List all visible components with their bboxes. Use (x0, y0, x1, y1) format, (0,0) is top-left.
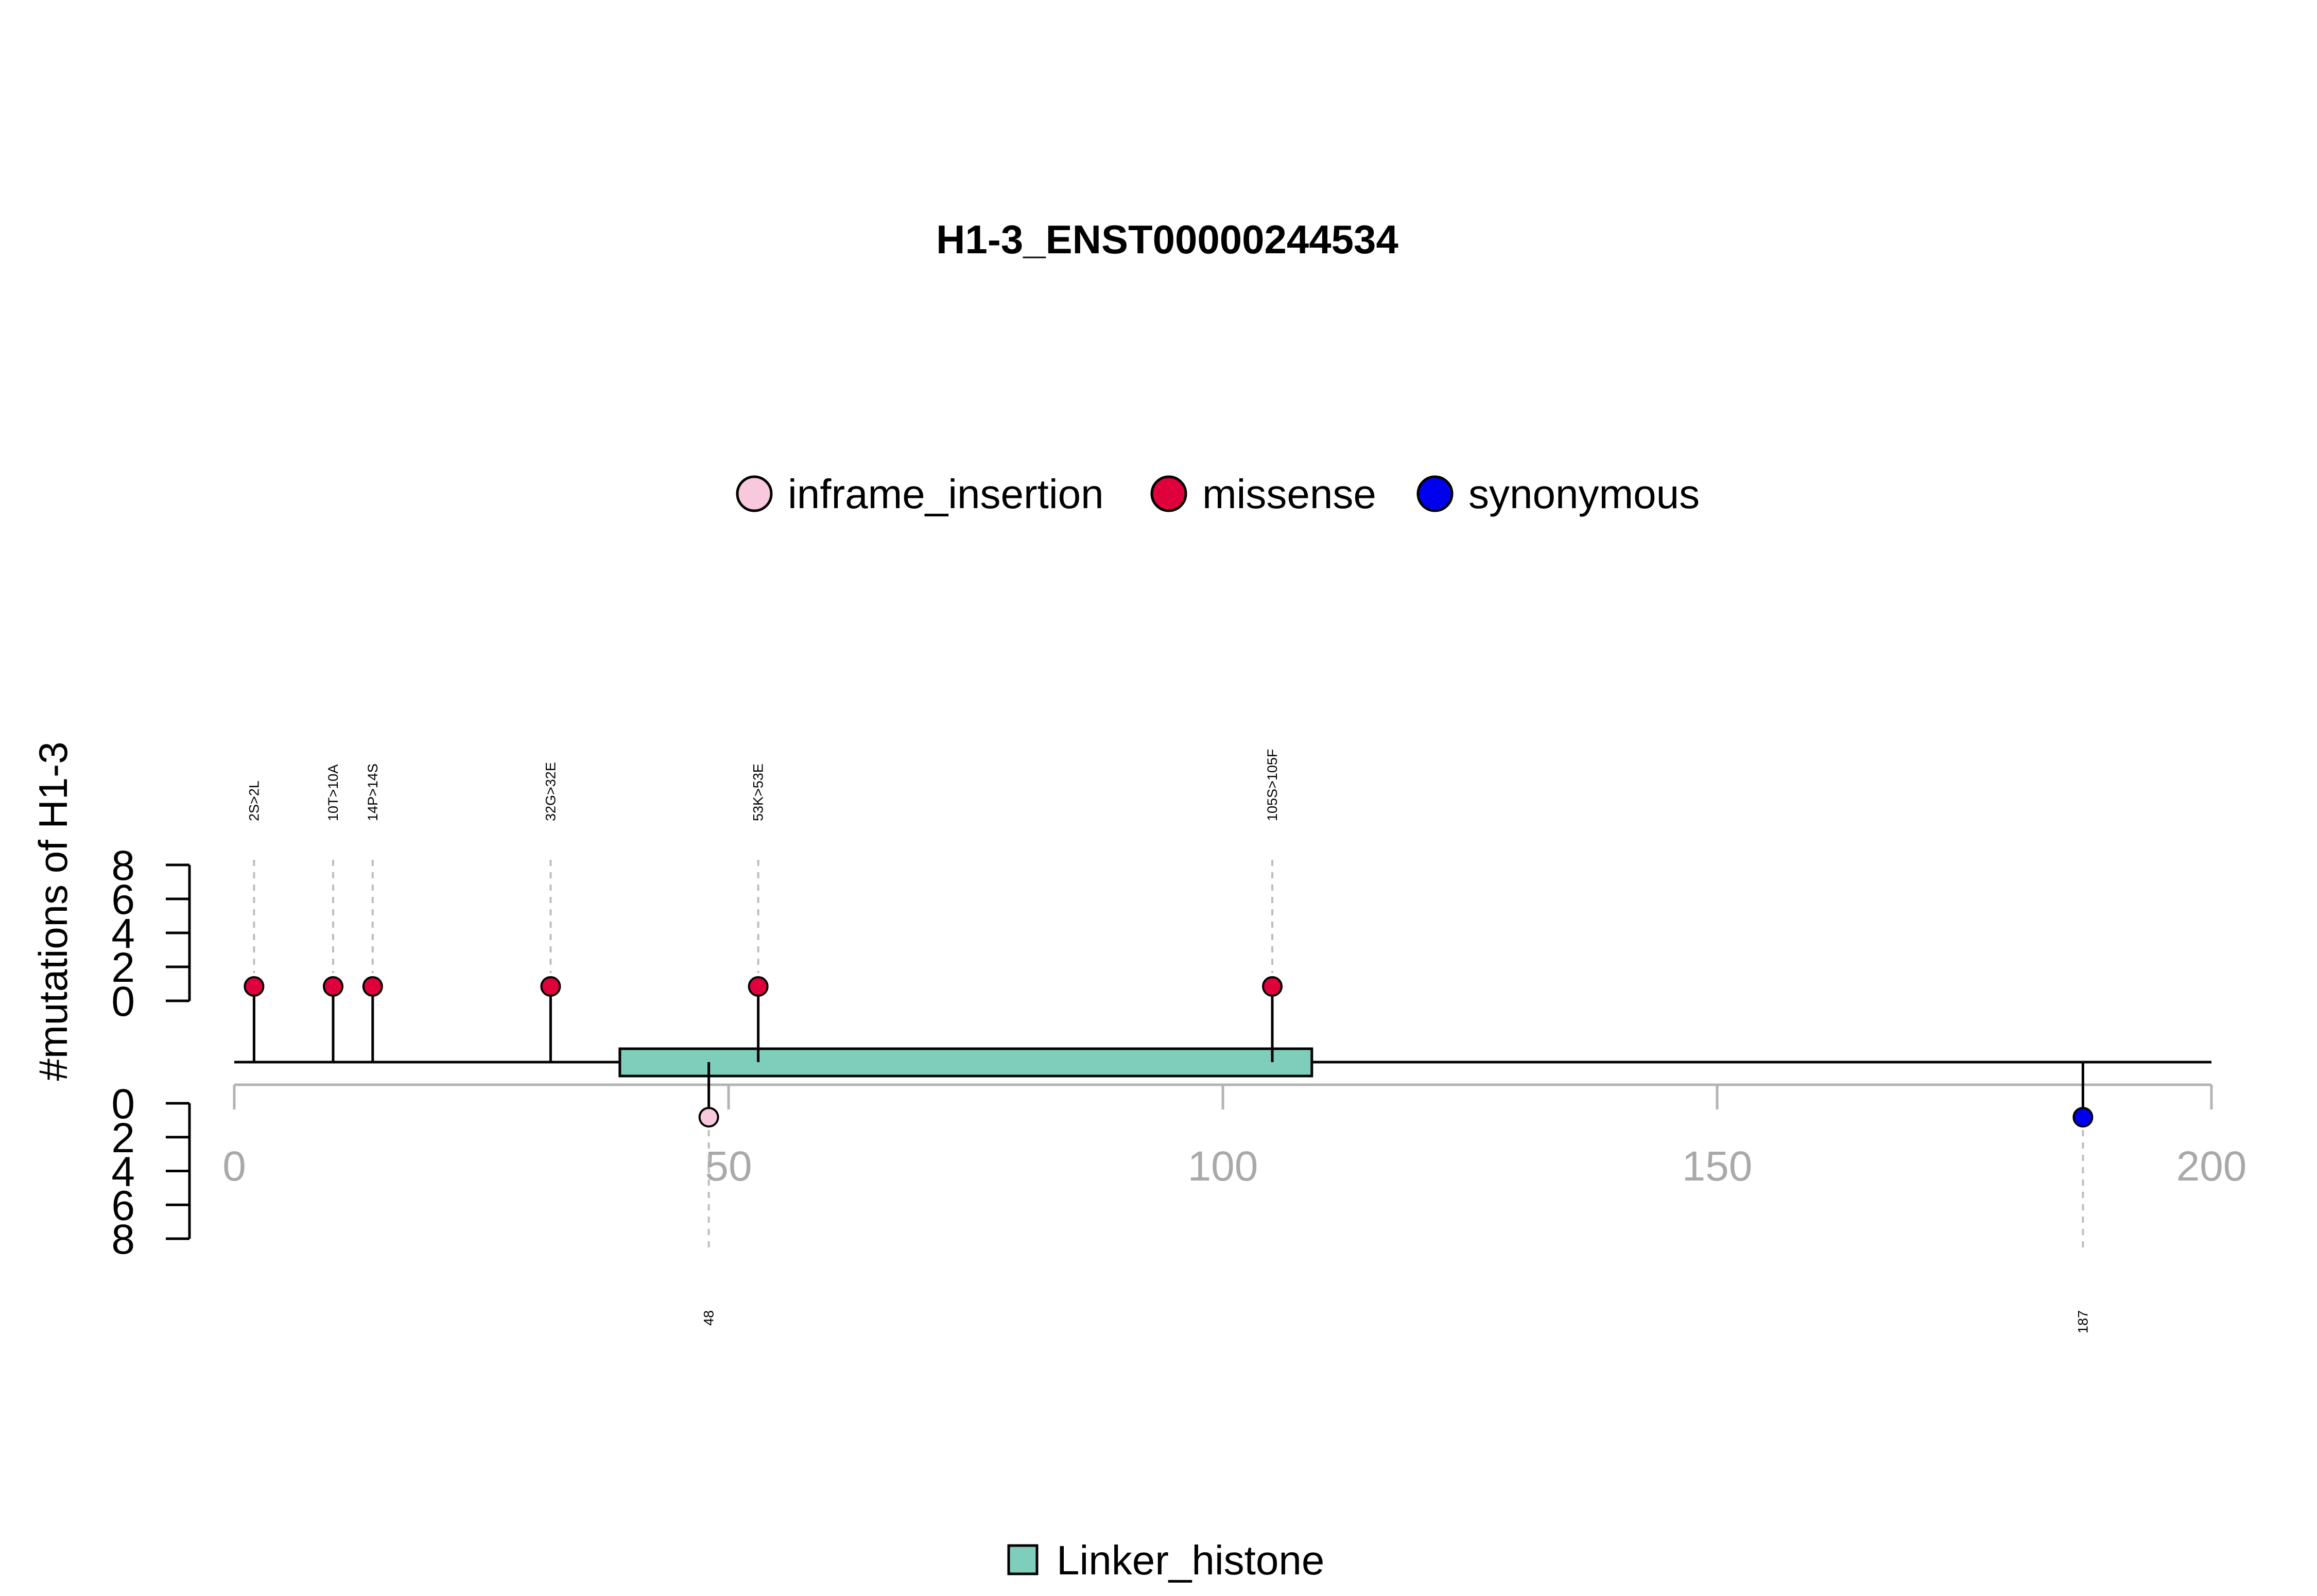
domain-legend: Linker_histone (1007, 1537, 1324, 1583)
legend-label-missense: missense (1202, 471, 1376, 517)
y-tick-label-bottom-4: 4 (111, 1149, 135, 1195)
y-tick-label-top-2: 2 (111, 944, 135, 991)
domain-legend-marker-Linker_histone (1007, 1544, 1039, 1575)
y-tick-label-bottom-8: 8 (111, 1216, 135, 1263)
legend-label-inframe_insertion: inframe_insertion (788, 471, 1104, 517)
legend-marker-inframe_insertion (736, 475, 773, 512)
mutation-label-32G>32E: 32G>32E (543, 762, 558, 821)
y-tick-label-bottom-6: 6 (111, 1182, 135, 1229)
chart-title: H1-3_ENST00000244534 (936, 217, 1398, 262)
mutation-label-48: 48 (701, 1310, 717, 1326)
y-tick-label-bottom-0: 0 (111, 1081, 135, 1127)
mutation-point-53K>53E (748, 976, 769, 997)
x-tick-label-0: 0 (222, 1143, 246, 1190)
mutation-label-10T>10A: 10T>10A (325, 765, 341, 821)
mutation-point-14P>14S (362, 976, 383, 997)
mutation-label-105S>105F: 105S>105F (1265, 749, 1280, 821)
mutation-point-187 (2072, 1107, 2094, 1127)
mutation-point-105S>105F (1262, 976, 1283, 997)
legend: inframe_insertion missense synonymous (736, 471, 1700, 517)
y-tick-label-top-4: 4 (111, 910, 135, 957)
mutations: 2S>2L 10T>10A 14P>14S 32G>32E 53K>53E 105S>10… (244, 749, 2094, 1333)
mutation-label-53K>53E: 53K>53E (751, 764, 766, 821)
domain-legend-label-Linker_histone: Linker_histone (1057, 1537, 1324, 1583)
y-tick-label-top-0: 0 (111, 978, 135, 1025)
x-tick-label-100: 100 (1188, 1143, 1258, 1190)
mutation-point-2S>2L (244, 976, 265, 997)
domain-Linker_histone (618, 1047, 1313, 1078)
y-axis-label: #mutations of H1-3 (30, 741, 76, 1081)
domains (618, 1047, 1313, 1078)
legend-marker-missense (1150, 475, 1187, 512)
y-tick-label-top-8: 8 (111, 842, 135, 889)
mutation-point-32G>32E (540, 976, 561, 997)
x-tick-label-150: 150 (1682, 1143, 1753, 1190)
legend-label-synonymous: synonymous (1468, 471, 1700, 517)
mutation-label-2S>2L: 2S>2L (246, 780, 262, 821)
y-tick-label-bottom-2: 2 (111, 1115, 135, 1161)
mutation-point-48 (698, 1107, 719, 1127)
mutation-label-14P>14S: 14P>14S (365, 764, 381, 821)
legend-marker-synonymous (1416, 475, 1454, 512)
x-tick-label-200: 200 (2176, 1143, 2247, 1190)
y-tick-label-top-6: 6 (111, 876, 135, 923)
x-tick-label-50: 50 (705, 1143, 752, 1190)
mutation-point-10T>10A (323, 976, 343, 997)
x-axis: 0 50 100 150 200 (222, 1083, 2247, 1190)
mutation-label-187: 187 (2075, 1310, 2090, 1333)
